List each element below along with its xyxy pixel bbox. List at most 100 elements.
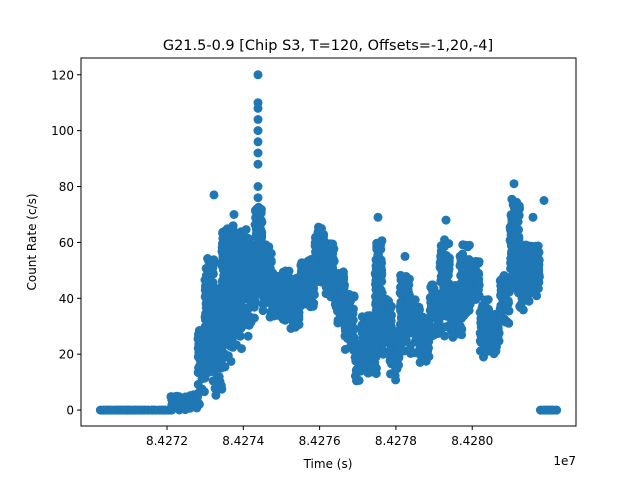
- data-point: [444, 239, 454, 249]
- y-tick-label: 120: [51, 68, 74, 82]
- data-point: [227, 314, 237, 324]
- data-point: [354, 375, 364, 385]
- data-point: [294, 312, 304, 322]
- x-tick-label: 8.4272: [146, 434, 188, 448]
- data-point: [483, 295, 493, 305]
- data-point: [253, 103, 263, 113]
- data-point: [373, 212, 383, 222]
- data-point: [376, 262, 386, 272]
- data-point: [308, 301, 318, 311]
- data-point: [253, 193, 263, 203]
- data-point: [441, 215, 451, 225]
- data-point: [229, 210, 239, 219]
- data-point: [266, 257, 276, 267]
- data-point: [534, 255, 544, 265]
- data-point: [391, 375, 401, 385]
- data-point: [253, 126, 263, 136]
- data-point: [443, 269, 453, 279]
- data-point: [474, 278, 484, 288]
- data-point: [513, 217, 523, 227]
- data-point: [309, 290, 319, 300]
- data-point: [385, 304, 395, 314]
- y-axis-label: Count Rate (c/s): [25, 193, 39, 290]
- data-point: [266, 248, 276, 258]
- data-point: [504, 318, 514, 328]
- x-tick-label: 8.4280: [451, 434, 493, 448]
- data-point: [504, 306, 514, 316]
- data-point: [255, 220, 265, 230]
- data-point: [371, 369, 381, 379]
- data-points: [95, 70, 562, 415]
- y-tick-label: 80: [59, 180, 74, 194]
- data-point: [514, 201, 524, 211]
- data-point: [208, 278, 218, 287]
- data-point: [386, 316, 396, 326]
- data-point: [256, 208, 266, 218]
- data-point: [377, 271, 386, 280]
- x-tick-label: 8.4276: [299, 434, 341, 448]
- data-point: [539, 196, 549, 205]
- data-point: [491, 346, 501, 356]
- data-point: [376, 285, 386, 295]
- data-point: [533, 284, 543, 294]
- data-point: [524, 296, 534, 306]
- data-point: [226, 356, 236, 366]
- data-point: [253, 137, 263, 147]
- data-point: [339, 275, 349, 285]
- x-tick-label: 8.4278: [375, 434, 417, 448]
- data-point: [474, 258, 484, 268]
- data-point: [220, 362, 230, 372]
- y-tick-label: 0: [66, 404, 74, 418]
- data-point: [243, 331, 253, 341]
- data-point: [463, 242, 473, 252]
- data-point: [403, 284, 412, 294]
- data-point: [394, 353, 404, 363]
- data-point: [514, 225, 523, 235]
- data-point: [400, 251, 410, 261]
- data-point: [211, 390, 221, 400]
- data-point: [394, 360, 403, 370]
- data-point: [235, 331, 245, 341]
- data-point: [415, 305, 424, 315]
- data-point: [532, 291, 542, 301]
- data-point: [258, 306, 268, 316]
- data-point: [253, 115, 263, 124]
- data-point: [551, 405, 561, 415]
- x-axis-offset-label: 1e7: [553, 454, 576, 468]
- y-tick-label: 100: [51, 124, 74, 138]
- data-point: [253, 159, 263, 169]
- data-point: [509, 179, 519, 189]
- data-point: [253, 148, 263, 158]
- data-point: [237, 344, 246, 354]
- data-point: [241, 225, 251, 235]
- data-point: [444, 260, 454, 269]
- data-point: [528, 212, 538, 222]
- chart-title: G21.5-0.9 [Chip S3, T=120, Offsets=-1,20…: [163, 38, 493, 54]
- data-point: [253, 70, 263, 80]
- data-point: [328, 256, 338, 266]
- data-point: [349, 292, 359, 302]
- data-point: [199, 387, 209, 397]
- data-point: [479, 352, 488, 362]
- data-point: [376, 244, 386, 254]
- data-point: [518, 305, 528, 315]
- y-tick-label: 40: [59, 292, 74, 306]
- x-axis-label: Time (s): [303, 457, 353, 471]
- data-point: [319, 229, 329, 239]
- data-point: [424, 352, 434, 362]
- data-point: [457, 330, 467, 340]
- data-point: [249, 313, 259, 323]
- data-point: [209, 190, 219, 200]
- data-point: [348, 315, 358, 325]
- data-point: [440, 331, 449, 341]
- data-point: [348, 309, 358, 319]
- y-tick-label: 20: [59, 348, 74, 362]
- data-point: [410, 295, 420, 305]
- data-point: [348, 324, 358, 334]
- data-point: [493, 331, 503, 341]
- data-point: [253, 182, 263, 191]
- data-point: [534, 270, 544, 280]
- data-point: [217, 384, 227, 394]
- data-point: [251, 297, 260, 307]
